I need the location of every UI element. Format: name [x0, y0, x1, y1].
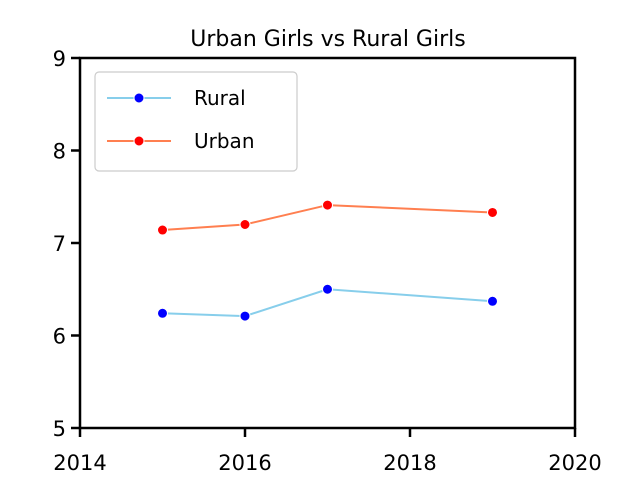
x-axis: 2014 2016 2018 2020 — [53, 428, 602, 475]
y-tick-label: 9 — [53, 47, 66, 71]
legend-label: Urban — [194, 129, 255, 153]
series-urban — [157, 199, 498, 236]
legend-box — [94, 71, 298, 172]
y-tick-label: 8 — [53, 140, 66, 164]
series-rural — [157, 283, 498, 322]
series-line — [162, 204, 493, 232]
data-point — [157, 224, 168, 236]
legend-label: Rural — [194, 86, 246, 110]
legend-marker — [133, 135, 145, 147]
series-layer — [157, 199, 498, 322]
chart-title: Urban Girls vs Rural Girls — [190, 27, 465, 52]
x-tick-label: 2020 — [548, 451, 601, 475]
data-point — [239, 219, 251, 230]
x-tick-label: 2014 — [53, 451, 106, 475]
legend-marker — [133, 92, 145, 104]
data-point — [322, 199, 333, 211]
data-point — [322, 283, 333, 295]
data-point — [487, 295, 498, 307]
x-tick-label: 2016 — [218, 451, 271, 475]
y-tick-label: 5 — [53, 417, 66, 441]
data-point — [157, 307, 168, 319]
data-point — [239, 310, 251, 322]
x-tick-label: 2018 — [383, 451, 436, 475]
data-point — [487, 206, 498, 218]
y-axis: 5 6 7 8 9 — [53, 47, 80, 441]
legend: Rural Urban — [94, 71, 298, 172]
y-tick-label: 6 — [53, 325, 66, 349]
series-line — [162, 288, 493, 318]
y-tick-label: 7 — [53, 232, 66, 256]
